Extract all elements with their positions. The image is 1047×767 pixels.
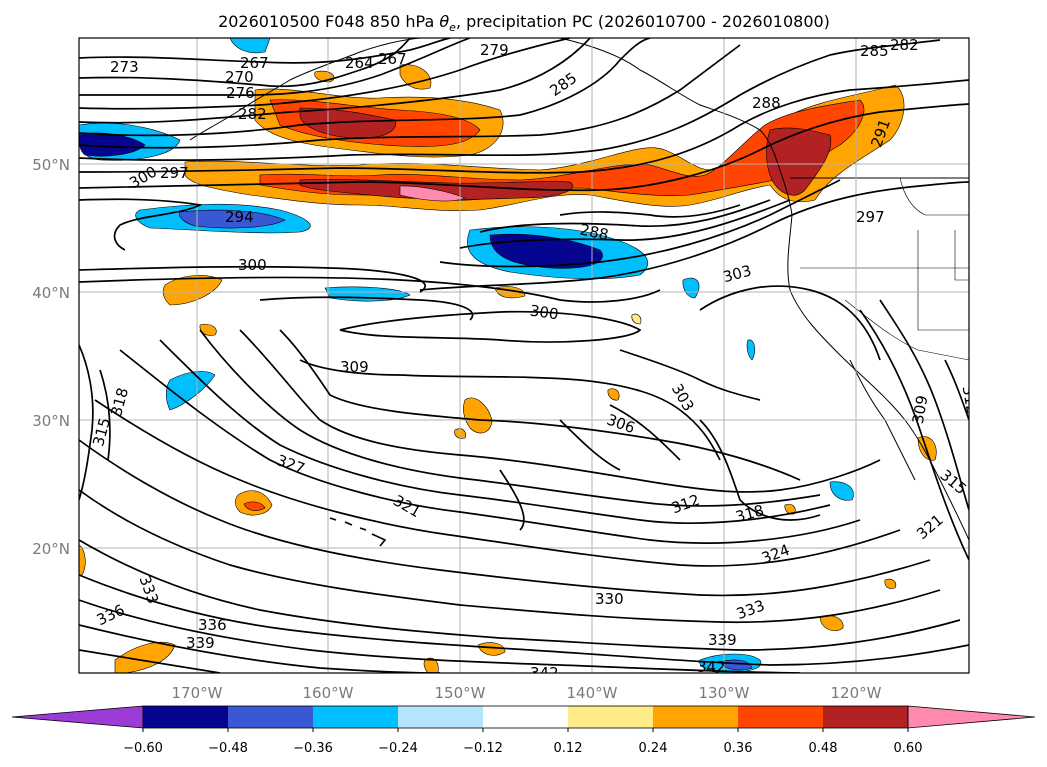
precip-orange-south: [477, 642, 506, 656]
colorbar-tick-label: 0.24: [639, 741, 668, 756]
contour-label: 264: [345, 54, 374, 72]
border-state4: [899, 177, 969, 216]
precip-band-dark: [299, 179, 573, 200]
colorbar-tick-label: 0.60: [894, 741, 923, 756]
precip-red-22n: [243, 501, 266, 511]
lon-label: 170°W: [172, 684, 223, 702]
precip-orange-south2: [423, 657, 439, 673]
lon-labels: 170°W 160°W 150°W 140°W 130°W 120°W: [172, 684, 882, 702]
precip-top-orange: [399, 64, 432, 90]
map-frame: [78, 37, 970, 674]
contour-label: 309: [909, 394, 932, 425]
contour-label: 282: [238, 105, 267, 123]
contour-label: 342: [697, 658, 726, 676]
colorbar-tick-label: −0.36: [293, 741, 333, 756]
colorbar-tick-label: −0.60: [123, 741, 163, 756]
lat-label: 30°N: [32, 412, 70, 430]
colorbar-swatch: [738, 706, 823, 728]
colorbar-tick-label: −0.48: [208, 741, 248, 756]
colorbar-swatch: [398, 706, 483, 728]
colorbar: [11, 705, 1036, 729]
lon-label: 140°W: [567, 684, 618, 702]
contour-label: 339: [186, 634, 215, 652]
precip-orange-30n: [463, 397, 493, 434]
precip-blue-top: [229, 38, 271, 54]
contour-label: 294: [225, 208, 254, 226]
precip-orange-se3: [884, 578, 897, 589]
lat-labels: 50°N 40°N 30°N 20°N: [32, 156, 70, 558]
precip-orange-e22: [784, 503, 796, 515]
precip-north-blob-dark: [299, 107, 397, 139]
contour-label: 300: [529, 302, 560, 324]
precip-band-red: [259, 99, 865, 201]
contour-label: 309: [340, 358, 369, 376]
contour-label: 279: [480, 41, 509, 59]
contour-label: 330: [595, 590, 624, 608]
coast-mexico: [939, 479, 969, 541]
coast-us-west: [787, 214, 941, 481]
hawaii-islands: [329, 517, 387, 547]
map-title: 2026010500 F048 850 hPa θe, precipitatio…: [218, 12, 830, 34]
precip-orange-w40n: [631, 313, 642, 325]
colorbar-tick-label: 0.12: [554, 741, 583, 756]
colorbar-tick-label: −0.24: [378, 741, 418, 756]
colorbar-swatch: [823, 706, 908, 728]
precip-royal-mid: [179, 209, 286, 229]
lon-label: 130°W: [699, 684, 750, 702]
contour-label: 267: [240, 54, 269, 72]
coast-bc: [759, 129, 793, 216]
colorbar-swatch: [228, 706, 313, 728]
contour-label: 270: [225, 68, 254, 86]
precip-blue-small2: [746, 339, 756, 361]
colorbar-swatch: [313, 706, 398, 728]
colorbar-extend-high: [907, 705, 1036, 729]
coast-alaska-south: [559, 38, 761, 131]
lat-label: 40°N: [32, 284, 70, 302]
gridlines: [79, 38, 969, 673]
precip-blue-subtrop: [829, 481, 854, 501]
precip-orange-w30n: [607, 388, 620, 401]
colorbar-swatch: [568, 706, 653, 728]
border-mexico: [844, 299, 969, 361]
precip-orange-w20n: [79, 544, 86, 576]
contour-label: 342: [530, 664, 559, 682]
contour-label: 276: [226, 84, 255, 102]
border-state3: [954, 230, 969, 281]
contour-label: 273: [110, 58, 139, 76]
contour-label: 288: [752, 94, 781, 112]
lon-label: 160°W: [303, 684, 354, 702]
colorbar-tick-labels: −0.60 −0.48 −0.36 −0.24 −0.12 0.12 0.24 0.36 0.4…: [123, 728, 922, 756]
contour-label: 297: [160, 164, 189, 182]
precip-orange-40n: [162, 275, 223, 306]
contour-label: 339: [708, 631, 737, 649]
precip-band-pink: [399, 185, 466, 202]
lat-label: 20°N: [32, 540, 70, 558]
colorbar-tick-label: 0.36: [724, 741, 753, 756]
precip-orange-sw: [114, 642, 176, 673]
contour-label: 336: [198, 616, 227, 634]
colorbar-tick-label: −0.12: [463, 741, 503, 756]
colorbar-swatch: [653, 706, 738, 728]
colorbar-swatch: [483, 706, 568, 728]
colorbar-swatch: [143, 706, 228, 728]
contour-label: 267: [378, 50, 407, 68]
colorbar-outline: [142, 705, 909, 729]
contour-label: 300: [238, 256, 267, 274]
border-state2: [917, 230, 969, 331]
contour-label: 297: [856, 208, 885, 226]
contour-label: 285: [860, 42, 889, 60]
colorbar-extend-low: [11, 705, 144, 729]
contour-label: 312: [959, 384, 982, 415]
precip-blue-small1: [682, 277, 700, 299]
map-area: 273 270 267 264 267 279 276 285 282 285 …: [79, 36, 982, 682]
lon-label: 150°W: [435, 684, 486, 702]
theta-e-contours: [79, 38, 969, 673]
contour-label: 288: [578, 220, 610, 244]
colorbar-tick-label: 0.48: [809, 741, 838, 756]
lat-label: 50°N: [32, 156, 70, 174]
contour-label: 282: [890, 36, 919, 54]
precip-orange-se2: [917, 436, 937, 461]
lon-label: 120°W: [831, 684, 882, 702]
